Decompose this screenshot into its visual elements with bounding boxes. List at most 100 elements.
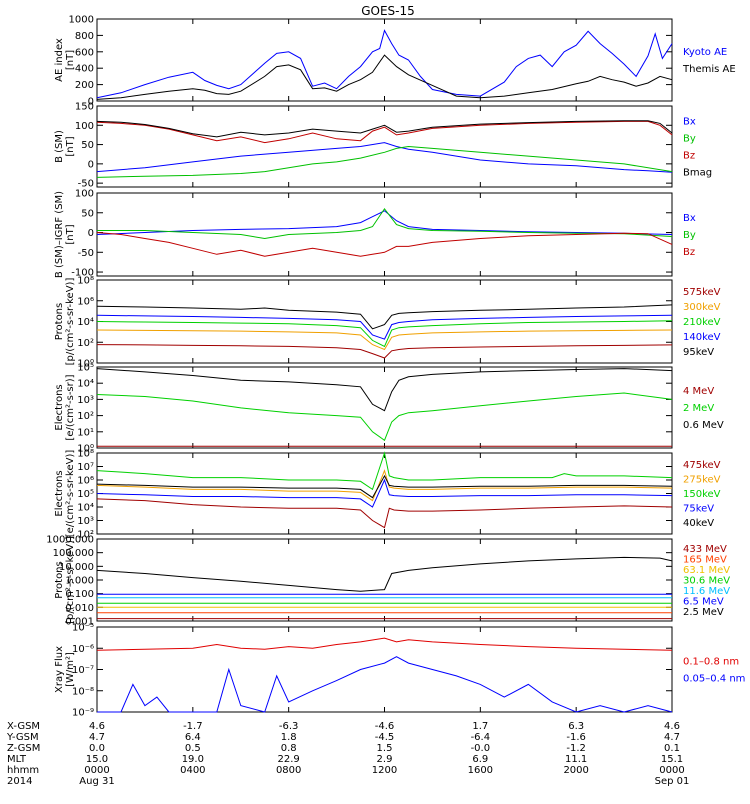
legend-entry: Bmag xyxy=(683,168,712,179)
legend-entry: 2.5 MeV xyxy=(683,607,724,618)
y-tick-label: 1000 xyxy=(69,15,94,26)
legend-entry: 165 MeV xyxy=(683,554,727,565)
y-axis-label: Protons[p/(cm²-s-sr-keV)] xyxy=(54,278,76,366)
y-tick-label: 10⁵ xyxy=(77,363,94,374)
ephemeris-row-label: MLT xyxy=(7,754,27,765)
ephemeris-value: 0000 xyxy=(659,765,684,776)
panel-6: 10² 10³ 10⁴ 10⁵ 10⁶ 10⁷ 10⁸Electrons[e/(cm²-s-… xyxy=(54,449,721,541)
y-tick-label: 10³ xyxy=(77,516,94,527)
panel-frame xyxy=(96,105,673,188)
panel-frame xyxy=(96,538,673,622)
series-line xyxy=(97,207,673,240)
y-tick-label: 10⁴ xyxy=(77,317,94,328)
ephemeris-row-label: 2014 xyxy=(7,776,32,787)
legend-entry: Themis AE xyxy=(682,64,736,75)
panel-5: 10⁰ 10¹ 10² 10³ 10⁴ 10⁵Electrons[e/(cm²-s-sr)… xyxy=(54,363,724,455)
ephemeris-value: -4.6 xyxy=(375,721,395,732)
y-tick-label: 10⁶ xyxy=(77,296,94,307)
chart-title: GOES-15 xyxy=(361,4,415,18)
ephemeris-value: 0.1 xyxy=(664,743,680,754)
series-line xyxy=(96,451,673,491)
ephemeris-value: 4.6 xyxy=(664,721,680,732)
y-axis-label: Protons[p/(cm²-s-sr-keV)] xyxy=(54,536,76,624)
legend-entry: 40keV xyxy=(683,518,714,529)
ephemeris-value: 1.5 xyxy=(377,743,393,754)
ephemeris-value: 1200 xyxy=(372,765,397,776)
y-tick-label: 10⁶ xyxy=(77,476,94,487)
y-tick-label: 50 xyxy=(81,208,94,219)
legend-entry: 4 MeV xyxy=(683,386,714,397)
ephemeris-value: 1.8 xyxy=(281,732,297,743)
series-line xyxy=(96,145,673,178)
y-tick-label: 0 xyxy=(88,228,94,239)
y-tick-label: 400 xyxy=(75,64,94,75)
series-line xyxy=(96,474,673,499)
legend-entry: 275keV xyxy=(683,474,721,485)
panel-2: -50 0 50 100 150 B (SM)[nT] Bx By Bz Bmag xyxy=(54,102,712,190)
ephemeris-value: 4.7 xyxy=(89,732,105,743)
y-tick-label: 10² xyxy=(77,338,94,349)
series-line xyxy=(96,142,673,173)
series-line xyxy=(96,54,673,100)
panel-frame xyxy=(96,366,673,449)
ephemeris-row-label: hhmm xyxy=(7,765,39,776)
ephemeris-value: 0.8 xyxy=(281,743,297,754)
series-line xyxy=(96,469,673,502)
legend-entry: 210keV xyxy=(683,317,721,328)
y-tick-label: 10⁸ xyxy=(77,449,94,460)
y-tick-label: 10⁷ xyxy=(77,462,94,473)
series-line xyxy=(96,478,673,508)
series-line xyxy=(96,320,673,348)
y-axis-label: Xray Flux[W/m²] xyxy=(54,646,76,693)
series-line xyxy=(96,368,673,412)
legend-entry: By xyxy=(683,134,696,145)
panel-4: 10⁰ 10² 10⁴ 10⁶ 10⁸Protons[p/(cm²-s-sr-keV)]… xyxy=(54,276,721,370)
series-line xyxy=(96,232,673,257)
legend-entry: 30.6 MeV xyxy=(683,576,730,587)
y-tick-label: 0 xyxy=(88,97,94,108)
y-tick-label: 200 xyxy=(75,80,94,91)
series-line xyxy=(96,120,673,138)
ephemeris-value: 0400 xyxy=(180,765,205,776)
y-tick-label: 10⁵ xyxy=(77,489,94,500)
legend-entry: 75keV xyxy=(683,504,714,515)
y-tick-label: 10⁴ xyxy=(77,379,94,390)
legend-entry: 300keV xyxy=(683,302,721,313)
ephemeris-value: -6.3 xyxy=(279,721,299,732)
y-tick-label: -50 xyxy=(78,248,94,259)
y-tick-label: 0 xyxy=(88,159,94,170)
legend-entry: Kyoto AE xyxy=(683,47,727,58)
series-line xyxy=(96,314,673,340)
ephemeris-value: 15.0 xyxy=(86,754,108,765)
legend-entry: 2 MeV xyxy=(683,403,714,414)
legend-entry: By xyxy=(683,230,696,241)
y-tick-label: 10⁻⁸ xyxy=(72,686,94,697)
ephemeris-value: -1.2 xyxy=(566,743,586,754)
y-tick-label: 1.000 xyxy=(65,576,94,587)
legend-entry: 0.05–0.4 nm xyxy=(683,674,745,685)
ephemeris-value: 0000 xyxy=(84,765,109,776)
ephemeris-value: 6.3 xyxy=(568,721,584,732)
y-tick-label: 1000.000 xyxy=(46,535,94,546)
y-tick-label: -100 xyxy=(71,268,94,279)
panel-1: 0 200 400 600 800 1000 AE index[nT] Kyoto AE The… xyxy=(54,15,736,108)
y-tick-label: 0.100 xyxy=(65,589,94,600)
ephemeris-value: 22.9 xyxy=(278,754,300,765)
y-axis-label: B (SM)[nT] xyxy=(54,130,76,163)
ephemeris-value: 6.9 xyxy=(472,754,488,765)
legend-entry: 6.5 MeV xyxy=(683,597,724,608)
y-tick-label: 50 xyxy=(81,140,94,151)
y-tick-label: 10⁸ xyxy=(77,276,94,287)
series-line xyxy=(96,210,673,235)
y-tick-label: 10⁻⁵ xyxy=(72,623,94,634)
y-tick-label: 10⁻⁶ xyxy=(72,644,94,655)
ephemeris-value: 6.4 xyxy=(185,732,201,743)
ephemeris-value: -6.4 xyxy=(471,732,491,743)
ephemeris-value: 0800 xyxy=(276,765,301,776)
ephemeris-value: 11.1 xyxy=(565,754,587,765)
ephemeris-value: 4.6 xyxy=(89,721,105,732)
y-tick-label: 10⁴ xyxy=(77,503,94,514)
